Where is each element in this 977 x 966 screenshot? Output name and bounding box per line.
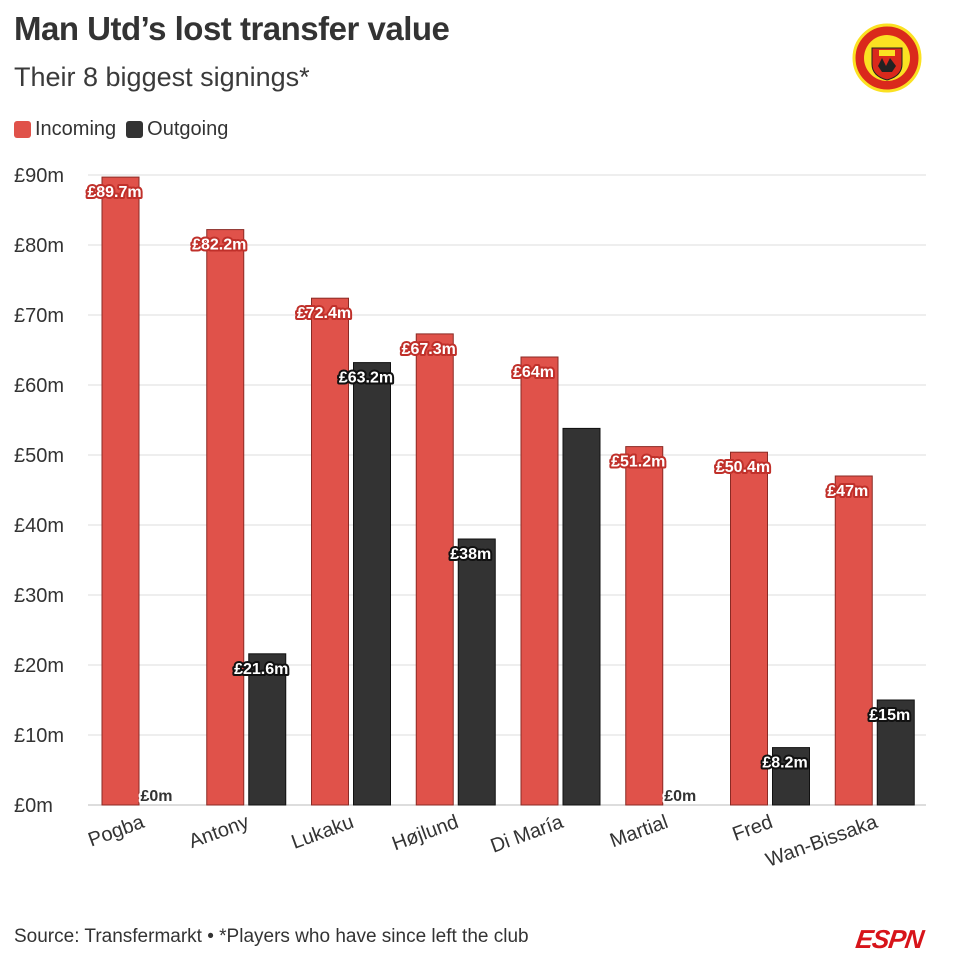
data-label-incoming: £72.4m — [297, 305, 351, 322]
data-label-outgoing: £0m — [664, 788, 696, 805]
legend: Incoming Outgoing — [14, 118, 238, 141]
data-label-outgoing: £15m — [869, 707, 910, 724]
category-label: Fred — [730, 811, 776, 846]
data-label-incoming: £47m — [827, 483, 868, 500]
bar-outgoing — [876, 699, 915, 806]
category-label: Pogba — [85, 811, 148, 852]
data-label-incoming: £89.7m — [87, 184, 141, 201]
y-tick-label: £60m — [14, 375, 64, 397]
data-label-outgoing: £38m — [450, 546, 491, 563]
bar-incoming — [834, 475, 873, 806]
y-axis-ticks: £0m £10m £20m £30m £40m £50m £60m £70m £80m £90m — [14, 165, 64, 817]
category-label: Lukaku — [289, 811, 357, 854]
y-tick-label: £30m — [14, 585, 64, 607]
y-tick-label: £50m — [14, 445, 64, 467]
legend-label-outgoing: Outgoing — [147, 118, 229, 140]
data-label-incoming: £82.2m — [192, 237, 246, 254]
y-tick-label: £20m — [14, 655, 64, 677]
data-label-incoming: £50.4m — [716, 459, 770, 476]
bar-incoming — [206, 229, 245, 806]
data-labels: £89.7m £0m £82.2m £21.6m £72.4m £63.2m £67.3m £… — [85, 182, 912, 807]
data-label-outgoing: £0m — [140, 788, 172, 805]
y-tick-label: £90m — [14, 165, 64, 187]
data-label-incoming: £67.3m — [402, 341, 456, 358]
bar-outgoing — [562, 427, 601, 806]
bar-incoming — [730, 451, 768, 806]
y-tick-label: £70m — [14, 305, 64, 327]
bar-incoming — [101, 176, 140, 806]
bar-outgoing — [457, 538, 496, 806]
data-label-outgoing: £63.2m — [339, 370, 393, 387]
legend-swatch-incoming — [14, 121, 31, 138]
source-note: Source: Transfermarkt • *Players who hav… — [14, 926, 529, 947]
data-label-incoming: £64m — [513, 364, 554, 381]
bar-incoming — [625, 446, 664, 806]
y-tick-label: £0m — [14, 795, 53, 817]
data-label-incoming: £51.2m — [611, 454, 665, 471]
category-label: Højlund — [389, 811, 461, 855]
chart-subtitle: Their 8 biggest signings* — [14, 62, 310, 92]
club-crest-logo — [852, 23, 922, 93]
category-label: Di María — [488, 811, 567, 858]
chart-title: Man Utd’s lost transfer value — [14, 10, 450, 47]
bar-incoming — [311, 297, 349, 806]
bar-outgoing — [772, 747, 810, 806]
bars — [101, 176, 915, 806]
x-axis-categories: Pogba Antony Lukaku Højlund Di María Martial F… — [85, 811, 881, 872]
bar-outgoing — [248, 653, 287, 806]
espn-logo: ESPN — [853, 924, 925, 954]
bar-incoming — [415, 333, 454, 806]
category-label: Martial — [607, 811, 671, 852]
legend-item-outgoing: Outgoing — [126, 118, 228, 141]
data-label-outgoing: £21.6m — [234, 661, 288, 678]
category-label: Antony — [186, 811, 252, 853]
y-tick-label: £40m — [14, 515, 64, 537]
data-label-outgoing: £8.2m — [762, 755, 807, 772]
legend-item-incoming: Incoming — [14, 118, 116, 141]
y-tick-label: £80m — [14, 235, 64, 257]
legend-label-incoming: Incoming — [35, 118, 117, 140]
category-label: Wan-Bissaka — [763, 811, 881, 872]
bar-outgoing — [353, 362, 391, 806]
bar-incoming — [520, 356, 559, 806]
legend-swatch-outgoing — [126, 121, 144, 138]
y-tick-label: £10m — [14, 725, 64, 747]
